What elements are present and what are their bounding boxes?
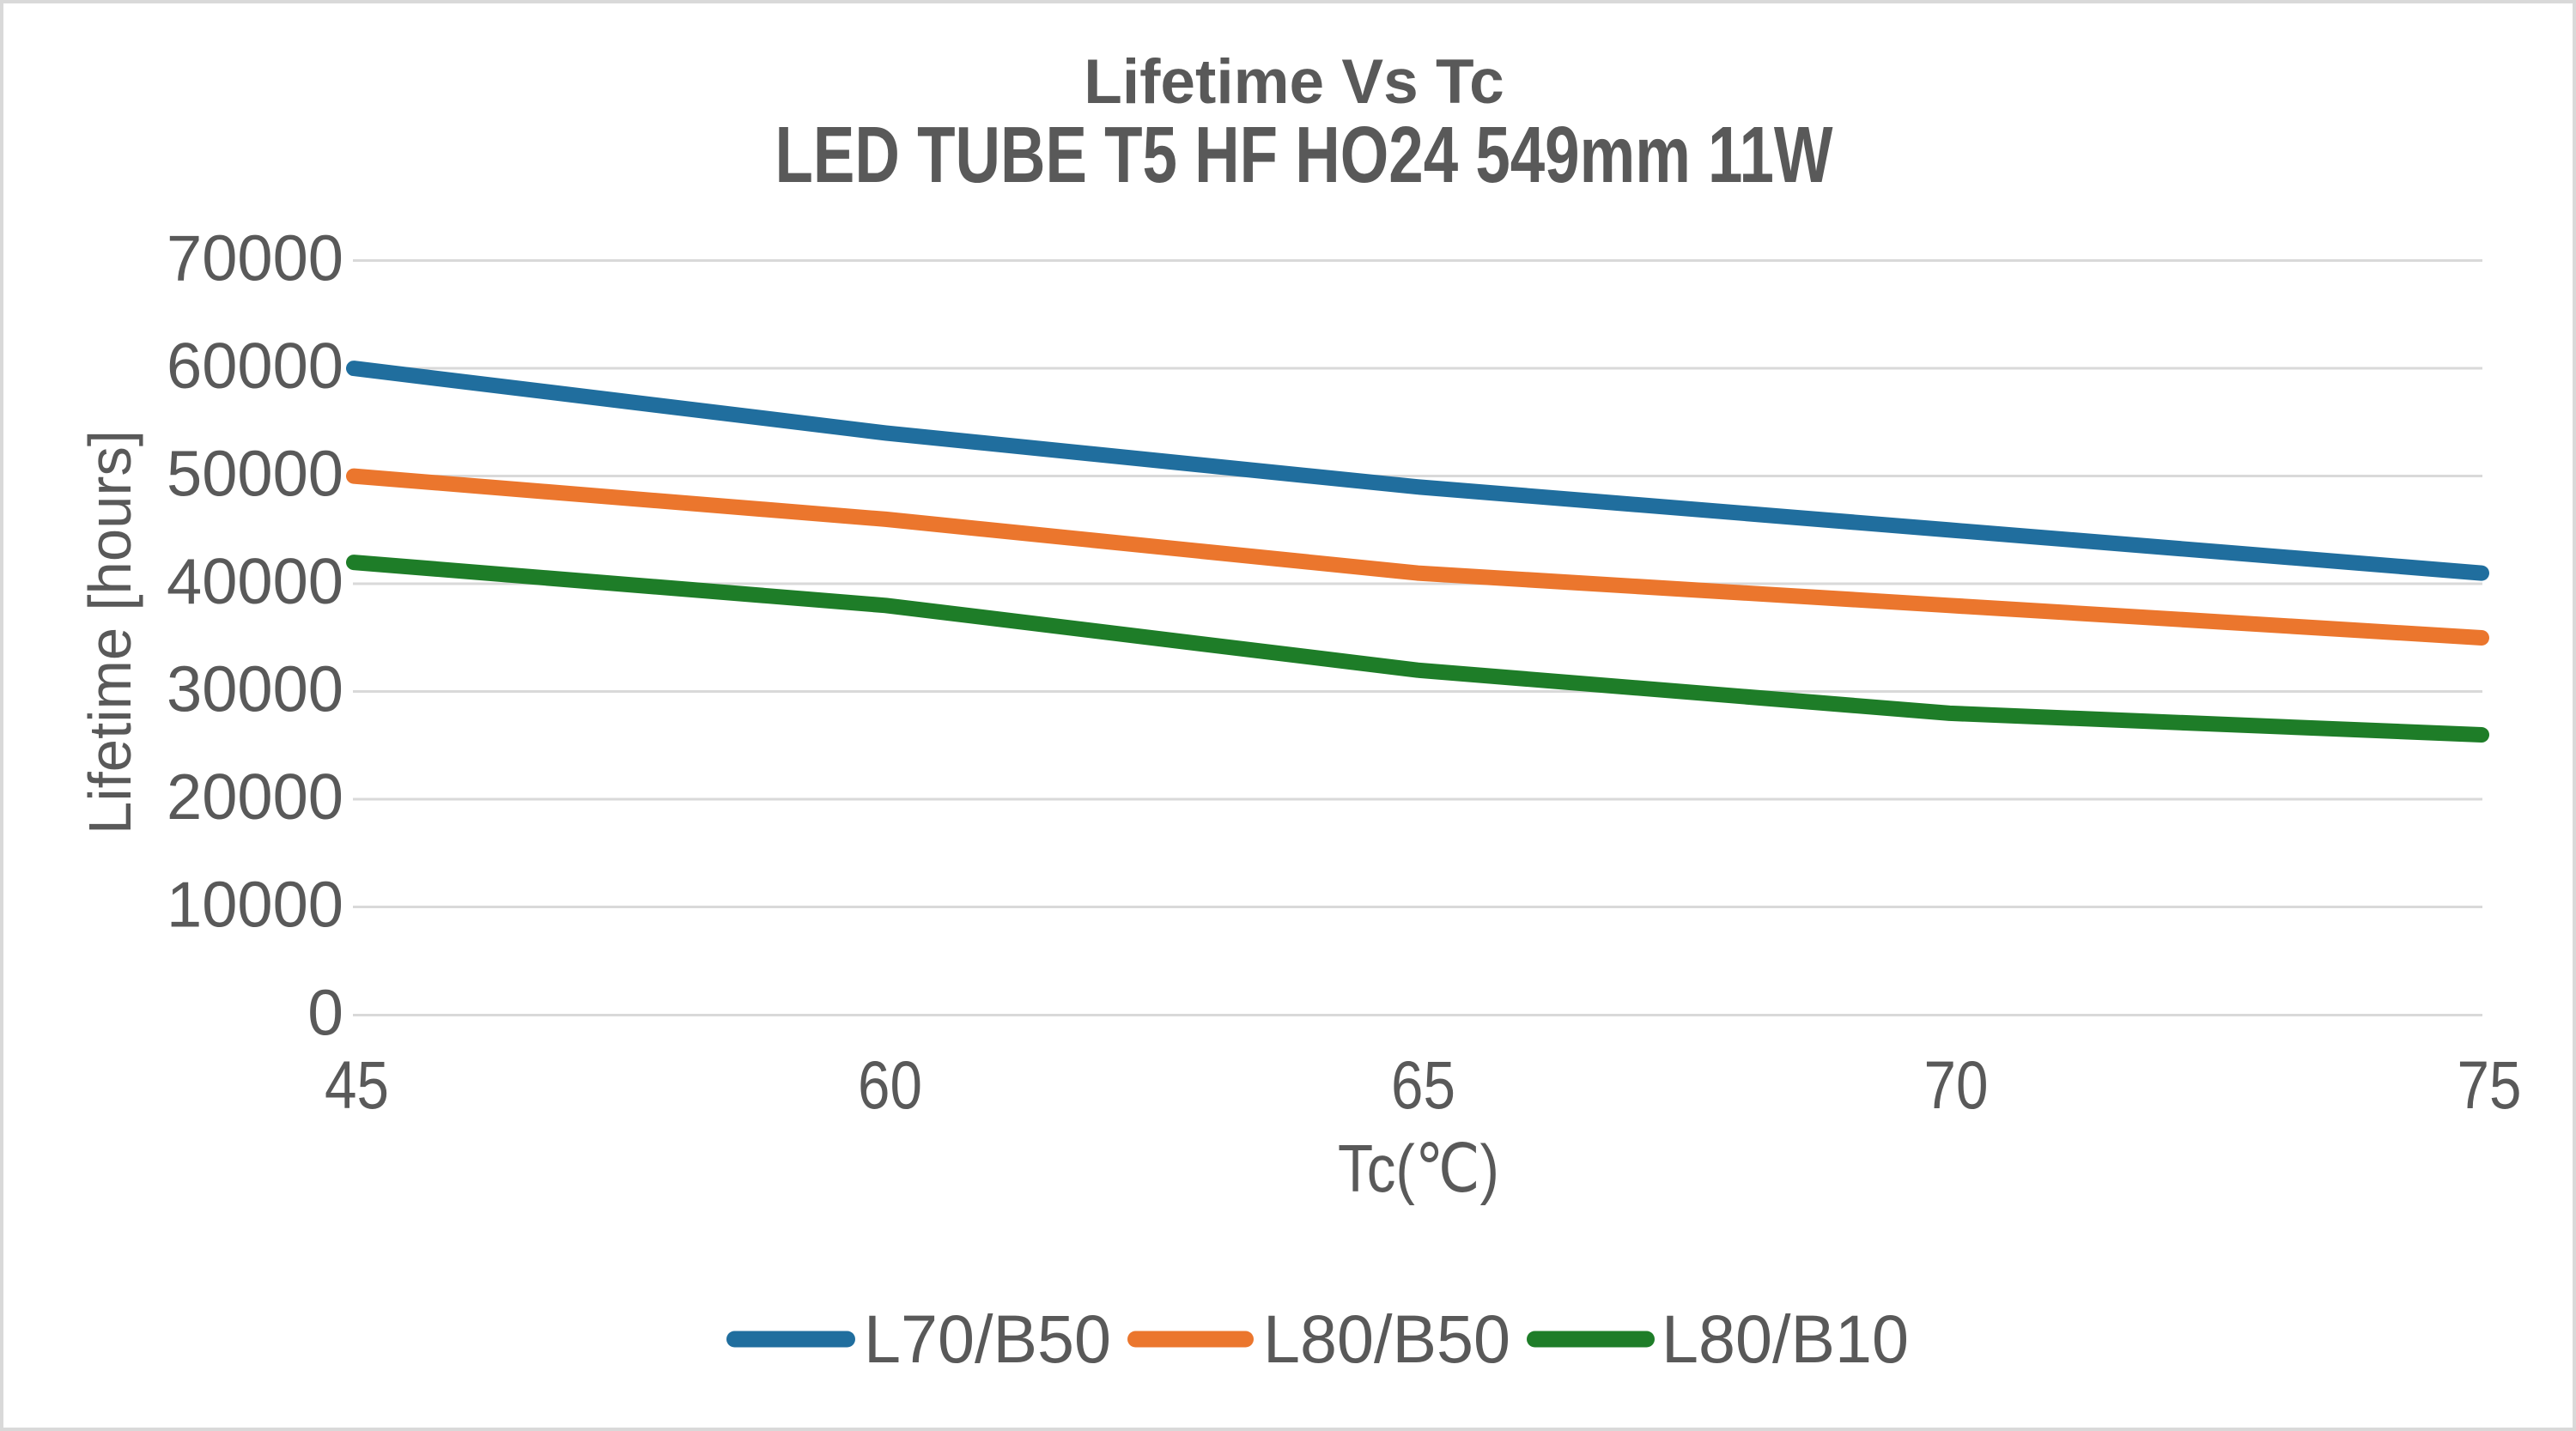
svg-text:L80/B10: L80/B10 (1662, 1301, 1909, 1377)
svg-text:30000: 30000 (167, 653, 343, 725)
svg-text:0: 0 (307, 977, 343, 1049)
svg-text:Lifetime Vs Tc: Lifetime Vs Tc (1084, 47, 1504, 117)
svg-text:L70/B50: L70/B50 (864, 1301, 1111, 1377)
svg-text:70: 70 (1924, 1046, 1989, 1123)
svg-text:70000: 70000 (167, 222, 343, 294)
svg-text:75: 75 (2458, 1046, 2522, 1123)
svg-text:40000: 40000 (167, 545, 343, 617)
svg-text:50000: 50000 (167, 438, 343, 510)
svg-text:Tc(℃): Tc(℃) (1338, 1131, 1499, 1206)
svg-text:65: 65 (1391, 1046, 1455, 1123)
svg-text:LED TUBE T5 HF HO24 549mm 11W: LED TUBE T5 HF HO24 549mm 11W (775, 110, 1833, 199)
svg-text:Lifetime [hours]: Lifetime [hours] (76, 430, 143, 834)
svg-text:L80/B50: L80/B50 (1263, 1301, 1510, 1377)
svg-text:20000: 20000 (167, 761, 343, 833)
svg-text:60: 60 (858, 1046, 922, 1123)
svg-text:10000: 10000 (167, 869, 343, 941)
svg-text:60000: 60000 (167, 330, 343, 402)
svg-text:45: 45 (325, 1046, 389, 1123)
